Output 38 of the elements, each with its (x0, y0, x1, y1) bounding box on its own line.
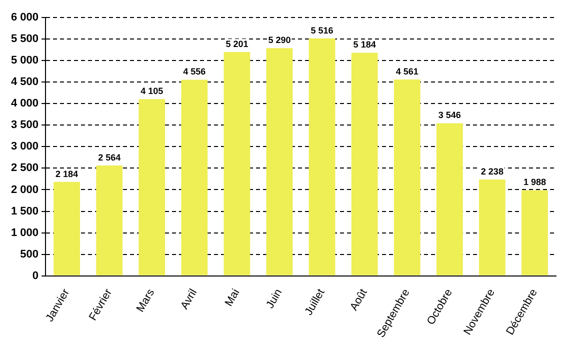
bar (479, 179, 506, 276)
bar (308, 38, 336, 276)
data-label: 5 201 (226, 38, 248, 49)
data-label: 2 184 (56, 168, 78, 179)
data-label: 4 561 (396, 66, 418, 77)
y-tick-label: 5 500 (10, 33, 39, 46)
data-label: 2 238 (480, 166, 504, 176)
bar (96, 165, 123, 276)
data-label: 2 564 (98, 152, 121, 162)
y-tick-label: 3 500 (10, 119, 39, 132)
y-tick-label: 2 000 (10, 184, 39, 196)
y-tick-label: 5 000 (10, 54, 39, 67)
data-label: 5 516 (310, 25, 334, 36)
y-tick-label: 2 500 (10, 162, 39, 174)
data-label: 4 556 (183, 66, 206, 77)
y-tick-label: 6 000 (10, 12, 39, 24)
data-label: 5 184 (353, 40, 376, 50)
bar (224, 52, 250, 276)
bar (266, 48, 293, 276)
data-label: 3 546 (438, 110, 461, 120)
y-tick-label: 4 500 (10, 76, 39, 88)
bar (54, 182, 80, 276)
y-tick-label: 500 (20, 248, 39, 260)
bar (436, 123, 463, 276)
data-label: 1 988 (523, 177, 546, 188)
bar (351, 52, 378, 276)
bar (181, 80, 208, 276)
y-tick-label: 3 000 (10, 140, 39, 153)
data-label: 4 105 (140, 86, 164, 96)
y-tick-label: 4 000 (10, 98, 39, 110)
y-tick-label: 0 (32, 270, 39, 282)
bar (138, 99, 166, 276)
y-tick-label: 1 000 (10, 226, 39, 239)
y-tick-label: 1 500 (10, 205, 39, 218)
data-label: 5 290 (268, 35, 291, 46)
x-tick-label: Mai (222, 287, 242, 308)
bar (394, 80, 420, 276)
bar (522, 190, 548, 276)
